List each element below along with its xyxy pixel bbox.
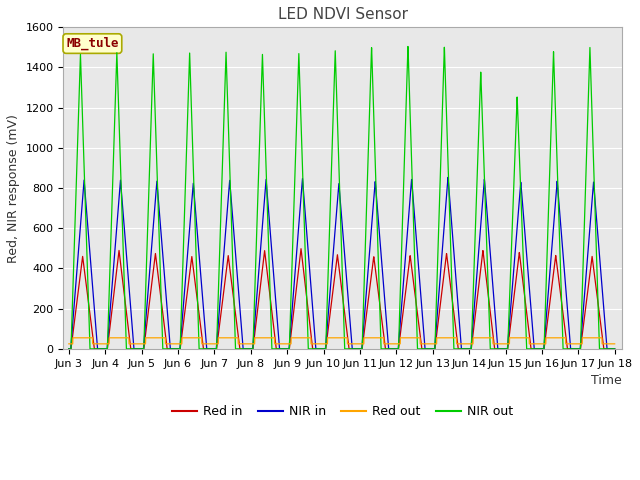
Text: MB_tule: MB_tule (66, 37, 118, 50)
X-axis label: Time: Time (591, 374, 622, 387)
Title: LED NDVI Sensor: LED NDVI Sensor (278, 7, 408, 22)
Y-axis label: Red, NIR response (mV): Red, NIR response (mV) (7, 114, 20, 263)
Legend: Red in, NIR in, Red out, NIR out: Red in, NIR in, Red out, NIR out (167, 400, 518, 423)
